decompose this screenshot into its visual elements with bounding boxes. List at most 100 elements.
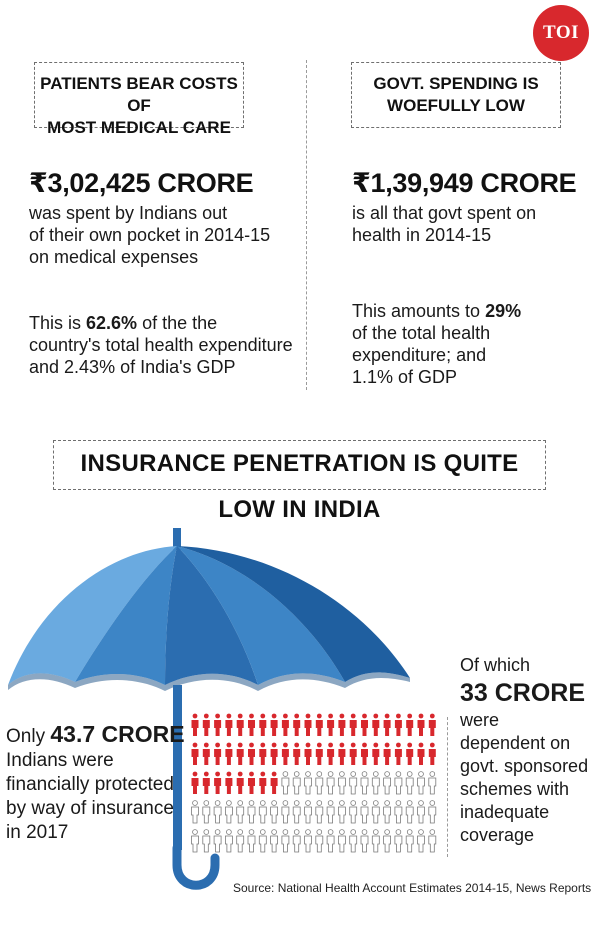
- person-icon-uninsured: [383, 829, 391, 853]
- person-icon-uninsured: [394, 771, 403, 795]
- left-heading-line-1: PATIENTS BEAR COSTS OF: [40, 74, 238, 115]
- left-stat-prefix: This is: [29, 313, 87, 333]
- person-icon-insured: [338, 713, 346, 736]
- umbrella-handle: [172, 843, 220, 890]
- person-icon-insured: [214, 742, 222, 765]
- person-icon-uninsured: [191, 800, 199, 824]
- umbrella-panel-4: [177, 546, 345, 685]
- person-icon-uninsured: [236, 829, 245, 853]
- person-icon-insured: [304, 742, 312, 765]
- person-icon-insured: [315, 742, 323, 765]
- right-heading-line-1: GOVT. SPENDING IS: [373, 74, 539, 93]
- person-icon-uninsured: [394, 829, 403, 853]
- of-which-line-5: inadequate: [460, 802, 550, 822]
- umbrella-tip: [173, 528, 181, 550]
- umbrella-panel-2: [75, 546, 177, 685]
- person-icon-insured: [225, 742, 233, 765]
- person-icon-uninsured: [349, 829, 358, 853]
- person-icon-insured: [202, 713, 210, 736]
- person-icon-uninsured: [383, 771, 391, 795]
- of-which-line-6: coverage: [460, 825, 535, 845]
- left-desc-line-1: was spent by Indians out: [29, 203, 228, 223]
- person-icon-insured: [293, 713, 301, 736]
- person-icon-insured: [191, 742, 199, 765]
- person-icon-uninsured: [213, 829, 222, 853]
- insured-value: 43.7 CRORE: [50, 721, 185, 747]
- left-stat-suffix-1: of the the: [137, 313, 218, 333]
- right-stat-prefix: This amounts to: [352, 301, 486, 321]
- people-grid: [191, 713, 437, 853]
- person-icon-insured: [361, 713, 368, 736]
- umbrella-panel-3: [165, 546, 258, 685]
- person-icon-uninsured: [247, 829, 256, 853]
- person-icon-uninsured: [349, 771, 358, 795]
- of-which-line-3: govt. sponsored: [460, 756, 589, 776]
- person-icon-insured: [270, 771, 278, 794]
- person-icon-insured: [202, 771, 210, 794]
- person-icon-uninsured: [292, 829, 301, 853]
- person-icon-uninsured: [394, 800, 403, 824]
- person-icon-insured: [417, 742, 425, 765]
- person-icon-uninsured: [236, 800, 245, 824]
- insured-text: Only 43.7 CRORE Indians were financially…: [6, 722, 186, 845]
- right-amount: ₹1,39,949 CRORE: [352, 168, 577, 198]
- person-icon-uninsured: [258, 829, 267, 853]
- person-icon-uninsured: [371, 771, 380, 795]
- umbrella-panel-1: [8, 546, 177, 685]
- person-icon-uninsured: [304, 800, 312, 824]
- person-icon-insured: [281, 713, 289, 736]
- person-icon-uninsured: [360, 829, 369, 853]
- person-icon-insured: [236, 713, 244, 736]
- person-icon-insured: [281, 742, 289, 765]
- person-icon-uninsured: [202, 829, 211, 853]
- person-icon-insured: [338, 742, 346, 765]
- person-icon-uninsured: [383, 800, 391, 824]
- left-amount: ₹3,02,425 CRORE: [29, 168, 254, 198]
- person-icon-uninsured: [315, 771, 324, 795]
- person-icon-insured: [349, 742, 357, 765]
- person-icon-insured: [361, 742, 368, 765]
- person-icon-uninsured: [338, 771, 346, 795]
- umbrella-edge: [8, 672, 410, 691]
- person-icon-insured: [383, 742, 391, 765]
- person-icon-uninsured: [213, 800, 222, 824]
- person-icon-insured: [225, 771, 233, 794]
- left-heading-box: PATIENTS BEAR COSTS OF MOST MEDICAL CARE: [34, 62, 249, 137]
- person-icon-insured: [248, 713, 255, 736]
- person-icon-insured: [327, 742, 335, 765]
- insurance-heading-box: INSURANCE PENETRATION IS QUITE LOW IN IN…: [53, 440, 551, 523]
- person-icon-uninsured: [270, 829, 278, 853]
- person-icon-uninsured: [315, 800, 324, 824]
- right-stat: This amounts to 29% of the total health …: [352, 300, 582, 388]
- person-icon-uninsured: [360, 800, 369, 824]
- right-stat-suffix-2: expenditure; and: [352, 345, 487, 365]
- person-icon-insured: [293, 742, 301, 765]
- of-which-line-4: schemes with: [460, 779, 570, 799]
- person-icon-insured: [372, 713, 380, 736]
- person-icon-insured: [236, 742, 244, 765]
- person-icon-insured: [327, 713, 335, 736]
- person-icon-insured: [270, 742, 278, 765]
- insured-line-2: financially protected: [6, 774, 174, 795]
- person-icon-uninsured: [417, 829, 425, 853]
- person-icon-uninsured: [304, 829, 312, 853]
- right-description: is all that govt spent on health in 2014…: [352, 202, 582, 246]
- person-icon-insured: [191, 713, 199, 736]
- person-icon-uninsured: [281, 800, 290, 824]
- person-icon-uninsured: [281, 771, 290, 795]
- left-heading-line-2: MOST MEDICAL CARE: [47, 118, 231, 137]
- person-icon-uninsured: [304, 771, 312, 795]
- person-icon-insured: [428, 713, 436, 736]
- person-icon-uninsured: [225, 829, 233, 853]
- person-icon-uninsured: [405, 771, 414, 795]
- person-icon-insured: [383, 713, 391, 736]
- person-icon-insured: [394, 713, 402, 736]
- person-icon-uninsured: [247, 800, 256, 824]
- person-icon-insured: [372, 742, 380, 765]
- person-icon-uninsured: [428, 829, 437, 853]
- person-icon-uninsured: [326, 829, 335, 853]
- person-icon-uninsured: [417, 771, 425, 795]
- person-icon-uninsured: [225, 800, 233, 824]
- person-icon-insured: [236, 771, 244, 794]
- person-icon-insured: [225, 713, 233, 736]
